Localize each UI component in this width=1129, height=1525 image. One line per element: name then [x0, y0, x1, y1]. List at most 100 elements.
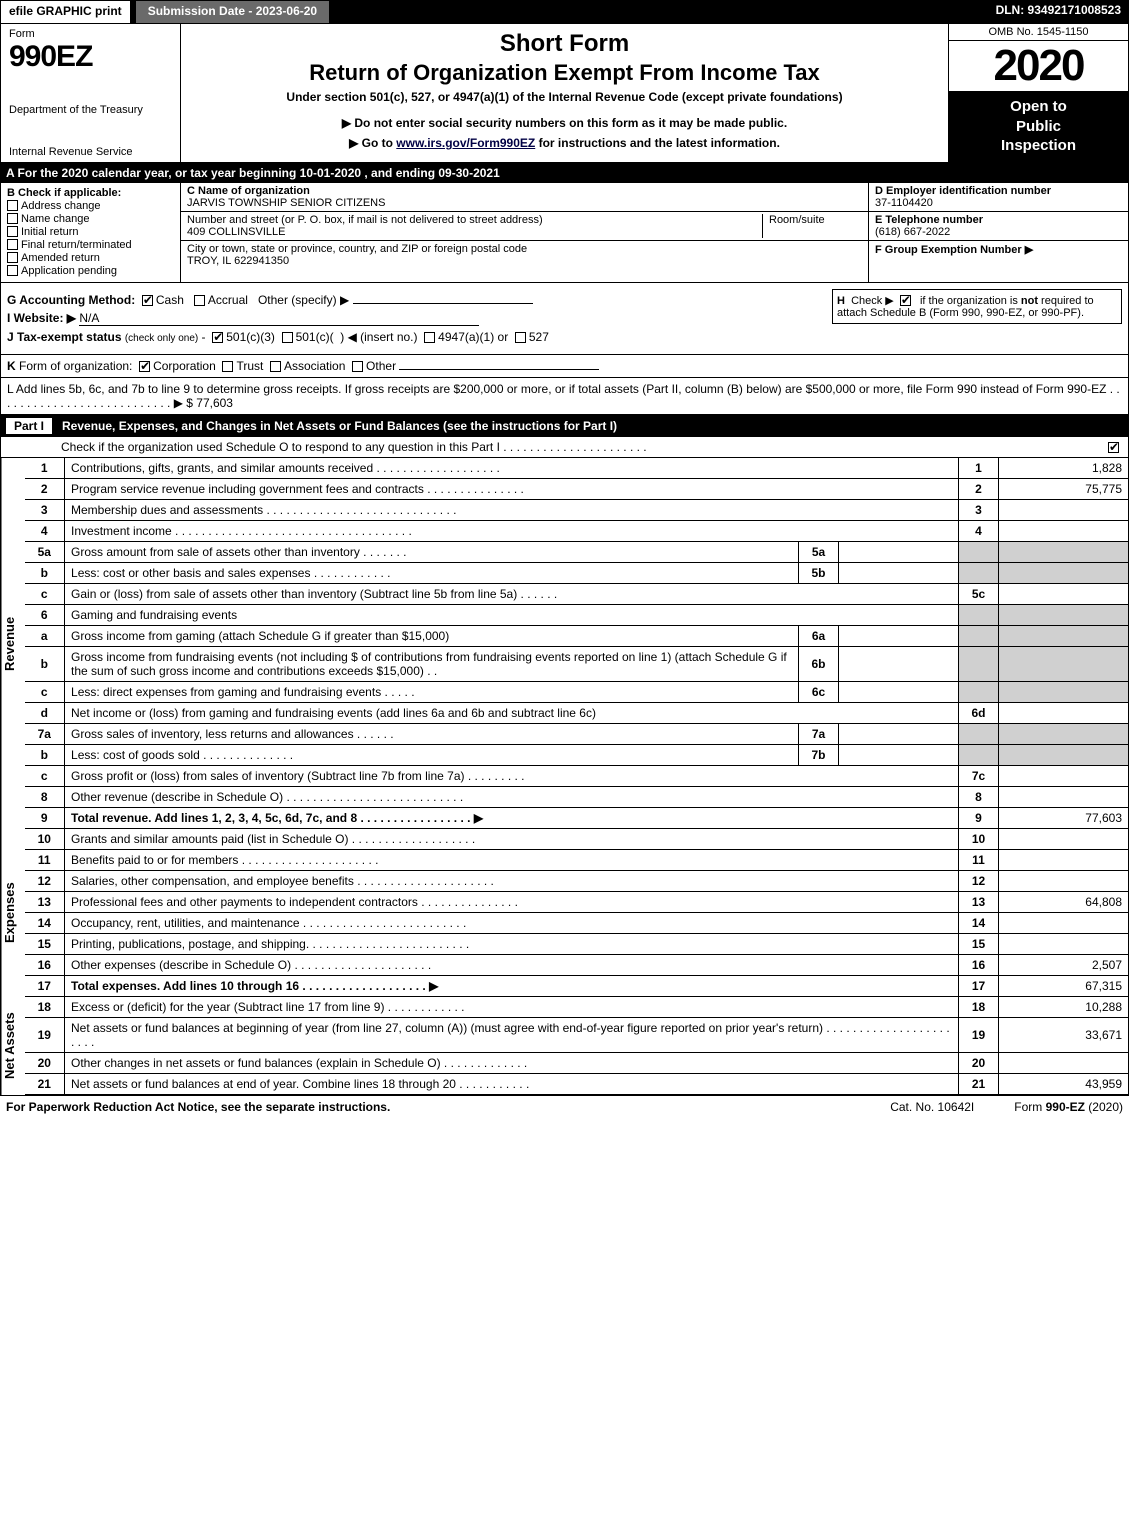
room-label: Room/suite — [769, 214, 825, 226]
table-row: 5aGross amount from sale of assets other… — [25, 541, 1129, 562]
subtitle: Under section 501(c), 527, or 4947(a)(1)… — [189, 90, 940, 104]
table-row: cGross profit or (loss) from sales of in… — [25, 765, 1129, 786]
revenue-table: 1Contributions, gifts, grants, and simil… — [25, 458, 1129, 829]
main-title: Return of Organization Exempt From Incom… — [189, 60, 940, 86]
form-label: Form — [9, 28, 172, 40]
box-b-header: B Check if applicable: — [7, 187, 174, 199]
phone-label: E Telephone number — [875, 214, 983, 226]
expenses-side-label: Expenses — [1, 829, 25, 997]
open-to-public: Open to Public Inspection — [949, 91, 1128, 162]
cb-schedule-b-not-required[interactable] — [900, 295, 911, 306]
cb-trust[interactable] — [222, 361, 233, 372]
revenue-section: Revenue 1Contributions, gifts, grants, a… — [0, 458, 1129, 829]
table-row: 1Contributions, gifts, grants, and simil… — [25, 458, 1129, 479]
table-row: 9Total revenue. Add lines 1, 2, 3, 4, 5c… — [25, 807, 1129, 828]
form-header: Form 990EZ Department of the Treasury In… — [0, 24, 1129, 163]
table-row: bGross income from fundraising events (n… — [25, 646, 1129, 681]
cb-address-change[interactable]: Address change — [7, 200, 174, 212]
group-exempt-label: F Group Exemption Number ▶ — [875, 244, 1033, 256]
g-other-label: Other (specify) ▶ — [258, 293, 349, 307]
header-center: Short Form Return of Organization Exempt… — [181, 24, 948, 162]
table-row: 8Other revenue (describe in Schedule O) … — [25, 786, 1129, 807]
dln-label: DLN: 93492171008523 — [988, 0, 1129, 24]
city-value: TROY, IL 622941350 — [187, 255, 289, 267]
omb-number: OMB No. 1545-1150 — [949, 24, 1128, 41]
open-line2: Public — [1016, 118, 1061, 135]
table-row: 13Professional fees and other payments t… — [25, 891, 1129, 912]
city-label: City or town, state or province, country… — [187, 243, 527, 255]
table-row: 17Total expenses. Add lines 10 through 1… — [25, 975, 1129, 996]
table-row: 12Salaries, other compensation, and empl… — [25, 870, 1129, 891]
cb-schedule-o-part1[interactable] — [1108, 442, 1119, 453]
line-j: J Tax-exempt status (check only one) - 5… — [7, 330, 1122, 344]
open-line1: Open to — [1010, 98, 1067, 115]
line-l-amount: 77,603 — [196, 396, 233, 410]
table-row: 18Excess or (deficit) for the year (Subt… — [25, 997, 1129, 1018]
cb-initial-return[interactable]: Initial return — [7, 226, 174, 238]
cb-association[interactable] — [270, 361, 281, 372]
dept-irs: Internal Revenue Service — [9, 146, 172, 158]
form-ref: Form 990-EZ (2020) — [1014, 1100, 1123, 1114]
cb-final-return[interactable]: Final return/terminated — [7, 239, 174, 251]
box-d: D Employer identification number 37-1104… — [869, 183, 1128, 212]
box-h: H Check ▶ if the organization is not req… — [832, 289, 1122, 324]
part1-sub-text: Check if the organization used Schedule … — [61, 440, 647, 454]
table-row: cLess: direct expenses from gaming and f… — [25, 681, 1129, 702]
goto-pre: ▶ Go to — [349, 136, 396, 150]
g-cash-label: Cash — [156, 293, 184, 307]
table-row: 11Benefits paid to or for members . . . … — [25, 849, 1129, 870]
cb-501c3[interactable] — [212, 332, 223, 343]
phone-value: (618) 667-2022 — [875, 226, 950, 238]
part1-tag: Part I — [6, 418, 52, 434]
goto-note: ▶ Go to www.irs.gov/Form990EZ for instru… — [189, 136, 940, 150]
expenses-section: Expenses 10Grants and similar amounts pa… — [0, 829, 1129, 997]
g-other-input[interactable] — [353, 303, 533, 304]
net-assets-table: 18Excess or (deficit) for the year (Subt… — [25, 997, 1129, 1095]
part1-title: Revenue, Expenses, and Changes in Net As… — [62, 419, 1123, 433]
box-c: C Name of organization JARVIS TOWNSHIP S… — [181, 183, 868, 282]
submission-date-button[interactable]: Submission Date - 2023-06-20 — [135, 0, 330, 24]
dept-treasury: Department of the Treasury — [9, 104, 172, 116]
tax-year: 2020 — [949, 41, 1128, 91]
other-org-input[interactable] — [399, 369, 599, 370]
open-line3: Inspection — [1001, 137, 1076, 154]
cb-527[interactable] — [515, 332, 526, 343]
irs-link[interactable]: www.irs.gov/Form990EZ — [396, 136, 535, 150]
g-accrual-label: Accrual — [208, 293, 248, 307]
table-row: cGain or (loss) from sale of assets othe… — [25, 583, 1129, 604]
cb-4947[interactable] — [424, 332, 435, 343]
meta-block: H Check ▶ if the organization is not req… — [0, 283, 1129, 355]
cb-name-change[interactable]: Name change — [7, 213, 174, 225]
cb-corporation[interactable] — [139, 361, 150, 372]
info-right: D Employer identification number 37-1104… — [868, 183, 1128, 282]
cb-application-pending[interactable]: Application pending — [7, 265, 174, 277]
net-assets-side-label: Net Assets — [1, 997, 25, 1095]
revenue-side-label: Revenue — [1, 458, 25, 829]
table-row: 20Other changes in net assets or fund ba… — [25, 1052, 1129, 1073]
efile-print-button[interactable]: efile GRAPHIC print — [0, 0, 131, 24]
paperwork-notice: For Paperwork Reduction Act Notice, see … — [6, 1100, 390, 1114]
table-row: bLess: cost of goods sold . . . . . . . … — [25, 744, 1129, 765]
table-row: aGross income from gaming (attach Schedu… — [25, 625, 1129, 646]
table-row: 21Net assets or fund balances at end of … — [25, 1073, 1129, 1094]
cb-other-org[interactable] — [352, 361, 363, 372]
cb-accrual[interactable] — [194, 295, 205, 306]
page-footer: For Paperwork Reduction Act Notice, see … — [0, 1095, 1129, 1118]
cb-cash[interactable] — [142, 295, 153, 306]
table-row: 4Investment income . . . . . . . . . . .… — [25, 520, 1129, 541]
box-b: B Check if applicable: Address change Na… — [1, 183, 181, 282]
top-bar: efile GRAPHIC print Submission Date - 20… — [0, 0, 1129, 24]
cb-amended-return[interactable]: Amended return — [7, 252, 174, 264]
i-label: I Website: ▶ — [7, 311, 76, 325]
table-row: 10Grants and similar amounts paid (list … — [25, 829, 1129, 850]
line-l: L Add lines 5b, 6c, and 7b to line 9 to … — [0, 378, 1129, 415]
box-f: F Group Exemption Number ▶ — [869, 241, 1128, 282]
ein-label: D Employer identification number — [875, 185, 1051, 197]
org-name-value: JARVIS TOWNSHIP SENIOR CITIZENS — [187, 197, 385, 209]
part1-header: Part I Revenue, Expenses, and Changes in… — [0, 415, 1129, 437]
g-label: G Accounting Method: — [7, 293, 135, 307]
cb-501c[interactable] — [282, 332, 293, 343]
street-value: 409 COLLINSVILLE — [187, 226, 285, 238]
info-grid: B Check if applicable: Address change Na… — [0, 183, 1129, 283]
part1-sub: Check if the organization used Schedule … — [0, 437, 1129, 458]
